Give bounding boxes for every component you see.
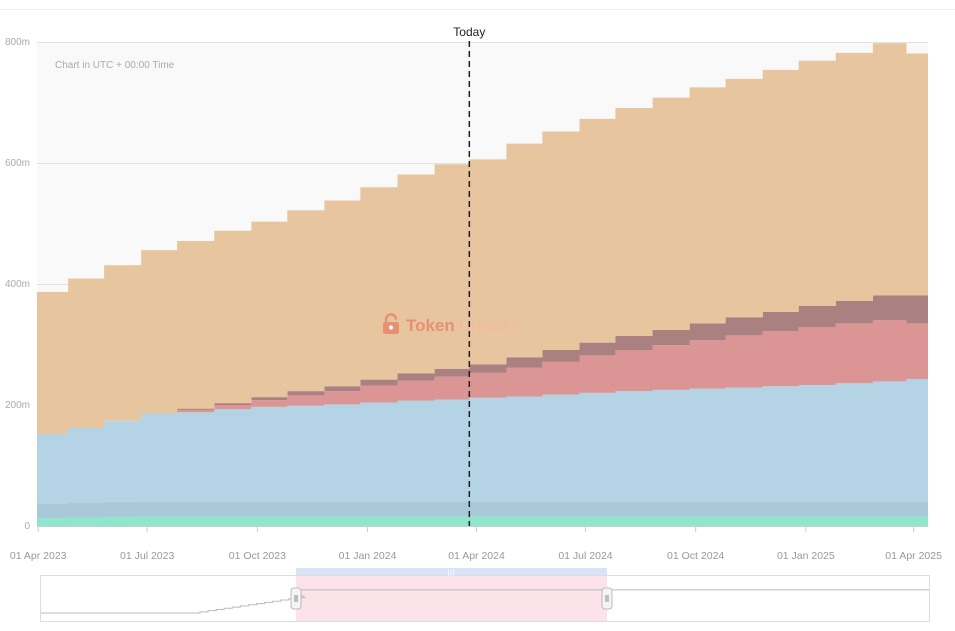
watermark-part2: Unlocks. — [459, 316, 524, 335]
lock-icon — [383, 313, 399, 334]
x-tick-label: 01 Apr 2024 — [448, 550, 505, 562]
y-tick-label: 400m — [5, 279, 30, 290]
y-tick-label: 800m — [5, 37, 30, 48]
y-tick-label: 200m — [5, 400, 30, 411]
today-label: Today — [453, 25, 485, 39]
area-series-3[interactable] — [37, 378, 928, 504]
area-series-4[interactable] — [37, 320, 928, 435]
y-tick-label: 0 — [24, 521, 30, 532]
area-series-6[interactable] — [37, 43, 928, 435]
x-tick-label: 01 Jul 2024 — [558, 550, 612, 562]
x-tick-label: 01 Apr 2023 — [10, 550, 67, 562]
area-series-5[interactable] — [37, 295, 928, 435]
x-tick-label: 01 Apr 2025 — [885, 550, 942, 562]
navigator-selection[interactable] — [296, 576, 607, 621]
stacked-areas — [37, 43, 928, 526]
watermark: Token Unlocks. — [383, 313, 524, 335]
x-tick-label: 01 Oct 2023 — [229, 550, 286, 562]
x-axis: 01 Apr 2023 01 Jul 2023 01 Oct 2023 01 Jan … — [10, 526, 942, 562]
area-series-1[interactable] — [37, 516, 928, 526]
x-tick-label: 01 Jan 2024 — [339, 550, 397, 562]
y-tick-label: 600m — [5, 158, 30, 169]
navigator-scrollbar-grip[interactable]: ||| — [447, 569, 454, 577]
x-tick-label: 01 Oct 2024 — [667, 550, 724, 562]
today-marker: Today — [453, 25, 485, 526]
timezone-note: Chart in UTC + 00:00 Time — [55, 60, 175, 71]
navigator-scrollbar[interactable] — [296, 568, 607, 575]
x-tick-label: 01 Jan 2025 — [777, 550, 835, 562]
y-axis: 0 200m 400m 600m 800m — [5, 37, 30, 532]
area-series-2[interactable] — [37, 501, 928, 519]
navigator-left-handle[interactable] — [290, 587, 302, 610]
navigator-series-line — [41, 589, 929, 614]
range-navigator[interactable]: ||| — [40, 568, 930, 622]
watermark-part1: Token — [406, 316, 455, 335]
navigator-right-handle[interactable] — [601, 587, 613, 610]
x-tick-label: 01 Jul 2023 — [120, 550, 174, 562]
